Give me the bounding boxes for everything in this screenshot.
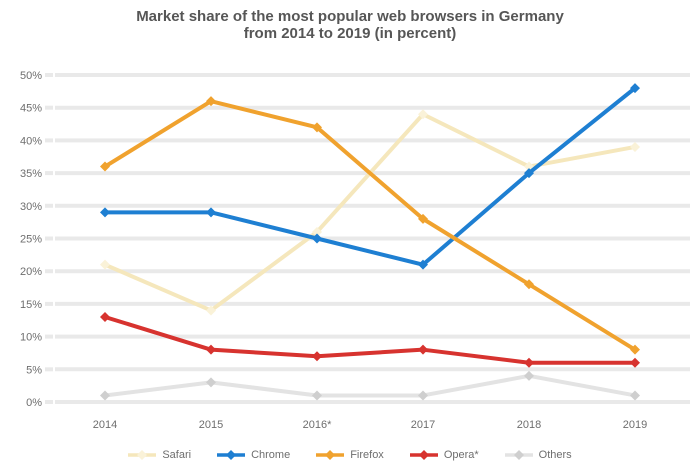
series-marker-firefox xyxy=(524,279,534,290)
x-tick-label: 2016* xyxy=(303,419,332,431)
series-marker-safari xyxy=(418,109,428,120)
series-marker-opera xyxy=(312,351,322,362)
y-tick-label: 20% xyxy=(20,266,42,278)
chart-title-line1: Market share of the most popular web bro… xyxy=(136,8,564,25)
series-marker-chrome xyxy=(206,207,216,218)
series-marker-firefox xyxy=(312,122,322,133)
legend-item-safari: Safari xyxy=(128,449,191,461)
legend-line-icon xyxy=(316,450,345,460)
series-marker-chrome xyxy=(100,207,110,218)
legend-label: Firefox xyxy=(350,449,384,461)
legend-item-chrome: Chrome xyxy=(217,449,290,461)
series-marker-others xyxy=(206,377,216,388)
series-marker-others xyxy=(524,370,534,381)
x-tick-label: 2019 xyxy=(623,419,647,431)
series-marker-safari xyxy=(630,141,640,152)
legend-label: Chrome xyxy=(251,449,291,461)
legend-label: Others xyxy=(538,449,572,461)
x-tick-label: 2015 xyxy=(199,419,223,431)
series-marker-opera xyxy=(418,344,428,355)
chart-title-line2: from 2014 to 2019 (in percent) xyxy=(243,25,457,42)
series-line-others xyxy=(103,373,637,398)
y-tick-label: 30% xyxy=(20,201,42,213)
y-tick-label: 0% xyxy=(26,397,42,409)
series-marker-chrome xyxy=(524,168,534,179)
series-marker-opera xyxy=(206,344,216,355)
series-marker-opera xyxy=(524,357,534,368)
y-tick-label: 10% xyxy=(20,332,42,344)
series-marker-chrome xyxy=(630,83,640,94)
series-line-chrome xyxy=(103,86,637,267)
legend-line-icon xyxy=(217,450,246,460)
series-marker-others xyxy=(418,390,428,401)
series-marker-chrome xyxy=(312,233,322,244)
series-marker-others xyxy=(100,390,110,401)
series-marker-firefox xyxy=(418,213,428,224)
series-marker-safari xyxy=(206,305,216,316)
series-marker-safari xyxy=(312,226,322,237)
y-tick-label: 35% xyxy=(20,168,42,180)
series-marker-chrome xyxy=(418,259,428,270)
chart-title: Market share of the most popular web bro… xyxy=(0,8,700,42)
y-tick-label: 25% xyxy=(20,234,42,246)
legend-item-others: Others xyxy=(504,449,572,461)
legend: Safari Chrome Firefox Opera* Others xyxy=(0,449,700,461)
series-marker-others xyxy=(312,390,322,401)
legend-line-icon xyxy=(504,450,533,460)
y-tick-label: 5% xyxy=(26,364,42,376)
legend-item-opera: Opera* xyxy=(409,449,479,461)
series-marker-opera xyxy=(630,357,640,368)
y-tick-label: 45% xyxy=(20,103,42,115)
y-tick-label: 50% xyxy=(20,70,42,82)
series-marker-safari xyxy=(100,259,110,270)
series-marker-firefox xyxy=(206,96,216,107)
x-tick-label: 2017 xyxy=(411,419,435,431)
series-line-opera xyxy=(103,314,637,365)
legend-line-icon xyxy=(128,450,157,460)
series-marker-firefox xyxy=(630,344,640,355)
legend-item-firefox: Firefox xyxy=(316,449,384,461)
y-tick-label: 40% xyxy=(20,135,42,147)
series-line-firefox xyxy=(103,99,637,352)
legend-label: Opera* xyxy=(443,449,479,461)
legend-line-icon xyxy=(409,450,438,460)
legend-label: Safari xyxy=(162,449,192,461)
x-tick-label: 2014 xyxy=(93,419,117,431)
y-tick-label: 15% xyxy=(20,299,42,311)
series-marker-firefox xyxy=(100,161,110,172)
series-marker-others xyxy=(630,390,640,401)
x-tick-label: 2018 xyxy=(517,419,541,431)
series-marker-opera xyxy=(100,311,110,322)
